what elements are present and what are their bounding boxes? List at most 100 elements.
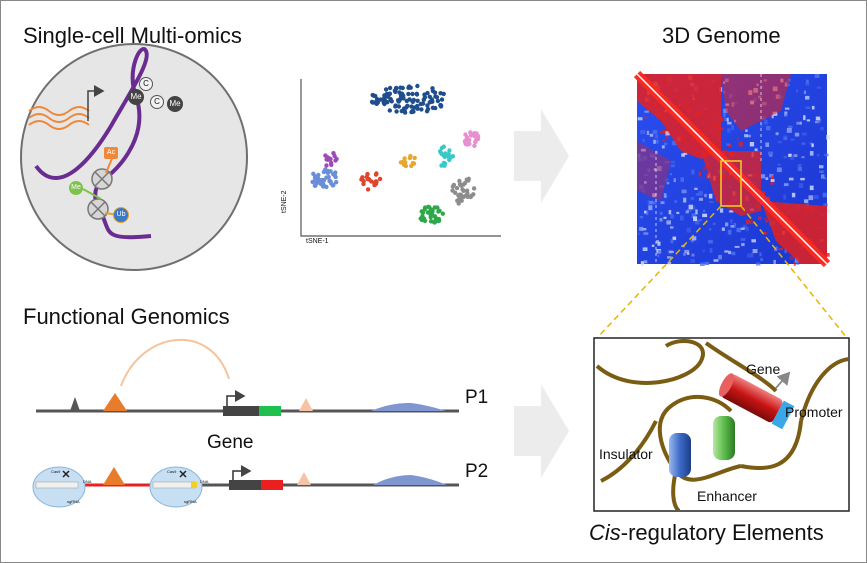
hic-speckle bbox=[809, 185, 814, 191]
acetyl-mark: Ac bbox=[104, 147, 118, 159]
hic-speckle bbox=[752, 249, 758, 254]
hic-speckle bbox=[662, 139, 666, 142]
hic-speckle bbox=[749, 219, 754, 225]
tsne-point bbox=[387, 91, 392, 97]
hic-speckle bbox=[666, 182, 670, 185]
hic-speckle bbox=[766, 125, 771, 131]
tsne-point bbox=[458, 192, 464, 197]
cytosine-mark-2: C bbox=[150, 95, 164, 109]
transcription-arrow-icon bbox=[87, 85, 105, 121]
hic-speckle bbox=[694, 187, 698, 190]
hic-speckle bbox=[763, 119, 768, 125]
tsne-xlabel: tSNE-1 bbox=[306, 238, 329, 245]
hic-speckle bbox=[686, 252, 690, 255]
hic-speckle bbox=[813, 195, 819, 200]
tsne-point bbox=[464, 135, 470, 140]
hic-speckle bbox=[788, 153, 792, 157]
hic-speckle bbox=[670, 239, 674, 244]
hic-speckle bbox=[639, 216, 644, 219]
tsne-point bbox=[365, 176, 371, 182]
hic-speckle bbox=[643, 260, 648, 264]
p2-peak-blue bbox=[373, 475, 447, 485]
hic-speckle bbox=[719, 208, 724, 213]
tsne-point bbox=[404, 98, 409, 104]
hic-speckle bbox=[740, 238, 746, 241]
hic-speckle bbox=[724, 117, 727, 121]
hic-speckle bbox=[723, 108, 728, 113]
tsne-point bbox=[381, 96, 386, 102]
hic-speckle bbox=[777, 141, 782, 144]
hic-speckle bbox=[760, 174, 766, 179]
hic-speckle bbox=[676, 211, 680, 214]
hic-speckle bbox=[704, 193, 707, 198]
tsne-point bbox=[439, 145, 445, 151]
hic-speckle bbox=[803, 115, 806, 121]
tsne-point bbox=[399, 91, 405, 97]
hic-speckle bbox=[794, 132, 800, 137]
tsne-point bbox=[328, 169, 333, 174]
hic-speckle bbox=[644, 110, 649, 113]
tsne-plot bbox=[300, 79, 501, 237]
hic-speckle bbox=[784, 107, 790, 110]
hic-speckle bbox=[790, 138, 795, 141]
hic-speckle bbox=[689, 207, 692, 212]
arrow-to-3d-genome bbox=[514, 109, 569, 203]
tsne-point bbox=[415, 83, 420, 89]
tsne-point bbox=[394, 109, 399, 114]
hic-speckle bbox=[708, 193, 713, 199]
p2-peak-orange bbox=[103, 467, 125, 485]
hic-speckle bbox=[806, 79, 809, 83]
tsne-point bbox=[387, 85, 393, 91]
hic-speckle bbox=[640, 130, 646, 135]
tsne-point bbox=[425, 106, 431, 112]
hic-contact-map bbox=[633, 70, 831, 268]
hic-speckle bbox=[653, 139, 656, 144]
hic-speckle bbox=[805, 95, 810, 100]
hic-speckle bbox=[824, 177, 827, 180]
methyl-mark-2: Me bbox=[167, 96, 183, 112]
tsne-point bbox=[324, 163, 329, 168]
p1-gene-body bbox=[223, 406, 259, 416]
tsne-point bbox=[333, 174, 338, 180]
hic-speckle bbox=[661, 145, 665, 149]
tsne-point bbox=[441, 160, 447, 166]
hic-speckle bbox=[713, 259, 719, 262]
hic-speckle bbox=[814, 120, 820, 124]
cytosine-mark-1: C bbox=[139, 77, 153, 91]
hic-speckle bbox=[669, 250, 674, 253]
tsne-point bbox=[403, 160, 408, 165]
hic-speckle bbox=[687, 209, 690, 212]
tsne-point bbox=[471, 186, 477, 191]
hic-speckle bbox=[659, 131, 664, 134]
hic-zoom-box bbox=[720, 160, 742, 207]
hic-speckle bbox=[651, 201, 657, 205]
cas9-label-left: Cas9 bbox=[51, 469, 61, 474]
hic-speckle bbox=[695, 209, 698, 215]
hic-speckle bbox=[746, 219, 751, 225]
tsne-point bbox=[375, 100, 380, 105]
hic-speckle bbox=[690, 239, 695, 243]
methyl-mark-3: Me bbox=[69, 181, 83, 195]
hic-speckle bbox=[662, 130, 667, 134]
p2-gene-body bbox=[229, 480, 261, 490]
hic-speckle bbox=[708, 239, 713, 244]
arrow-to-cis-elements bbox=[514, 384, 569, 478]
dna-label-left: DNA bbox=[83, 479, 92, 484]
rna-transcripts bbox=[28, 106, 90, 130]
hic-speckle bbox=[819, 165, 824, 169]
hic-speckle bbox=[820, 127, 824, 131]
hic-speckle bbox=[731, 251, 736, 256]
hic-speckle bbox=[784, 248, 787, 254]
cre-enhancer-label: Enhancer bbox=[697, 488, 757, 504]
hic-speckle bbox=[771, 175, 774, 180]
tsne-ylabel: tSNE-2 bbox=[281, 190, 288, 213]
hic-speckle bbox=[769, 154, 773, 157]
hic-speckle bbox=[734, 245, 740, 248]
hic-speckle bbox=[698, 219, 702, 222]
cell-illustration bbox=[20, 43, 248, 271]
hic-speckle bbox=[742, 227, 746, 230]
hic-speckle bbox=[691, 213, 696, 218]
hic-speckle bbox=[664, 161, 670, 164]
tsne-point bbox=[465, 191, 470, 196]
tsne-point bbox=[387, 108, 392, 113]
